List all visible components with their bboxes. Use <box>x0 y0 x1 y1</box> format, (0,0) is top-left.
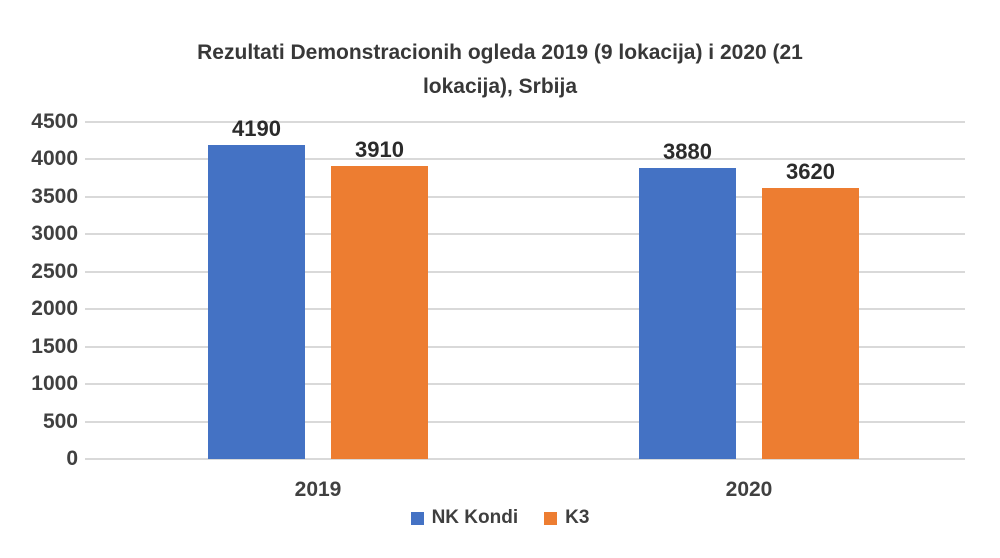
legend-item: NK Kondi <box>410 507 519 528</box>
legend-label: K3 <box>565 507 590 528</box>
gridline <box>85 270 965 273</box>
gridline <box>85 158 965 161</box>
legend-swatch-k3 <box>544 511 558 525</box>
x-axis-category-label: 2020 <box>725 478 773 501</box>
y-axis-tick-label: 1500 <box>31 334 78 358</box>
chart-title: Rezultati Demonstracionih ogleda 2019 (9… <box>110 36 890 104</box>
chart-title-line: lokacija), Srbija <box>422 75 578 98</box>
bar-k3-2020 <box>762 187 859 459</box>
bar-value-label: 3910 <box>355 137 404 163</box>
y-axis-tick-label: 2000 <box>31 297 78 321</box>
y-axis-tick-label: 3000 <box>31 222 78 246</box>
gridline <box>85 345 965 348</box>
x-axis-category-label: 2019 <box>294 478 342 501</box>
gridline <box>85 383 965 386</box>
gridline <box>85 233 965 236</box>
gridline <box>85 121 965 123</box>
legend-label: NK Kondi <box>431 507 519 528</box>
gridline <box>85 195 965 198</box>
y-axis-tick-label: 4000 <box>31 147 78 171</box>
legend-item: K3 <box>544 508 589 528</box>
legend-swatch-nk-kondi <box>410 511 424 525</box>
y-axis-tick-label: 0 <box>66 447 78 470</box>
gridline <box>85 308 965 311</box>
y-axis-tick-label: 2500 <box>31 259 78 283</box>
bar-nk-kondi-2019 <box>208 145 305 459</box>
chart-title-line: Rezultati Demonstracionih ogleda 2019 (9… <box>197 41 803 64</box>
bar-k3-2019 <box>331 166 428 459</box>
legend: NK Kondi K3 <box>0 508 1000 528</box>
y-axis-tick-label: 1000 <box>31 372 78 396</box>
y-axis-tick-label: 500 <box>42 409 78 433</box>
bar-nk-kondi-2020 <box>639 168 736 459</box>
y-axis-tick-label: 3500 <box>31 184 78 208</box>
bar-value-label: 3880 <box>663 139 712 165</box>
bar-value-label: 3620 <box>786 158 835 184</box>
gridline <box>85 420 965 423</box>
y-axis-tick-label: 4500 <box>31 110 78 133</box>
bar-value-label: 4190 <box>232 116 281 142</box>
gridline <box>85 458 965 460</box>
